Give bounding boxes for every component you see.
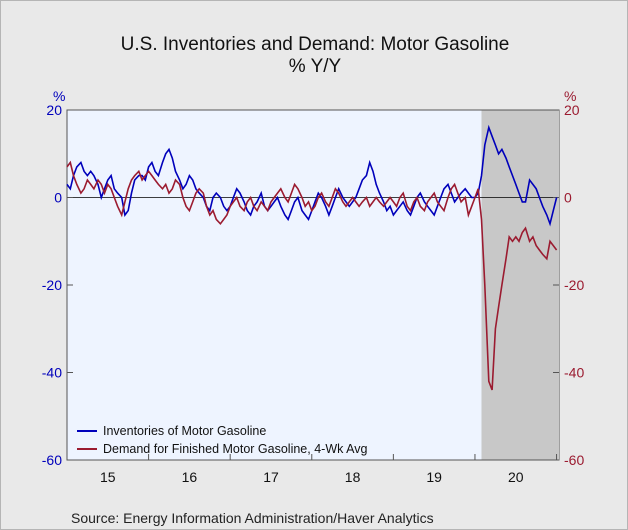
right-tick-label: 20 xyxy=(564,102,580,118)
left-tick-label: -20 xyxy=(42,277,62,293)
left-tick-label: 20 xyxy=(46,102,62,118)
right-tick-label: -60 xyxy=(564,452,584,468)
x-tick-label: 15 xyxy=(100,469,116,485)
left-axis: 20 0 -20 -40 -60 xyxy=(42,102,73,468)
left-tick-label: -40 xyxy=(42,365,62,381)
legend: Inventories of Motor Gasoline Demand for… xyxy=(77,424,368,456)
right-axis-unit: % xyxy=(564,88,576,104)
recession-shading xyxy=(481,110,559,460)
right-axis: 20 0 -20 -40 -60 xyxy=(553,102,584,468)
x-tick-label: 17 xyxy=(263,469,279,485)
x-axis: 15 16 17 18 19 20 xyxy=(100,454,558,485)
legend-label-demand: Demand for Finished Motor Gasoline, 4-Wk… xyxy=(103,442,368,456)
x-tick-label: 16 xyxy=(182,469,198,485)
right-tick-label: -20 xyxy=(564,277,584,293)
source-note: Source: Energy Information Administratio… xyxy=(71,510,434,526)
chart-title: U.S. Inventories and Demand: Motor Gasol… xyxy=(120,34,510,55)
legend-label-inventories: Inventories of Motor Gasoline xyxy=(103,424,266,438)
left-tick-label: 0 xyxy=(54,190,62,206)
x-tick-label: 20 xyxy=(508,469,524,485)
left-axis-unit: % xyxy=(53,88,65,104)
x-tick-label: 18 xyxy=(345,469,361,485)
demand-series-line xyxy=(66,160,558,391)
chart-subtitle: % Y/Y xyxy=(288,56,342,77)
left-tick-label: -60 xyxy=(42,452,62,468)
right-tick-label: -40 xyxy=(564,365,584,381)
x-tick-label: 19 xyxy=(426,469,442,485)
right-tick-label: 0 xyxy=(564,190,572,206)
